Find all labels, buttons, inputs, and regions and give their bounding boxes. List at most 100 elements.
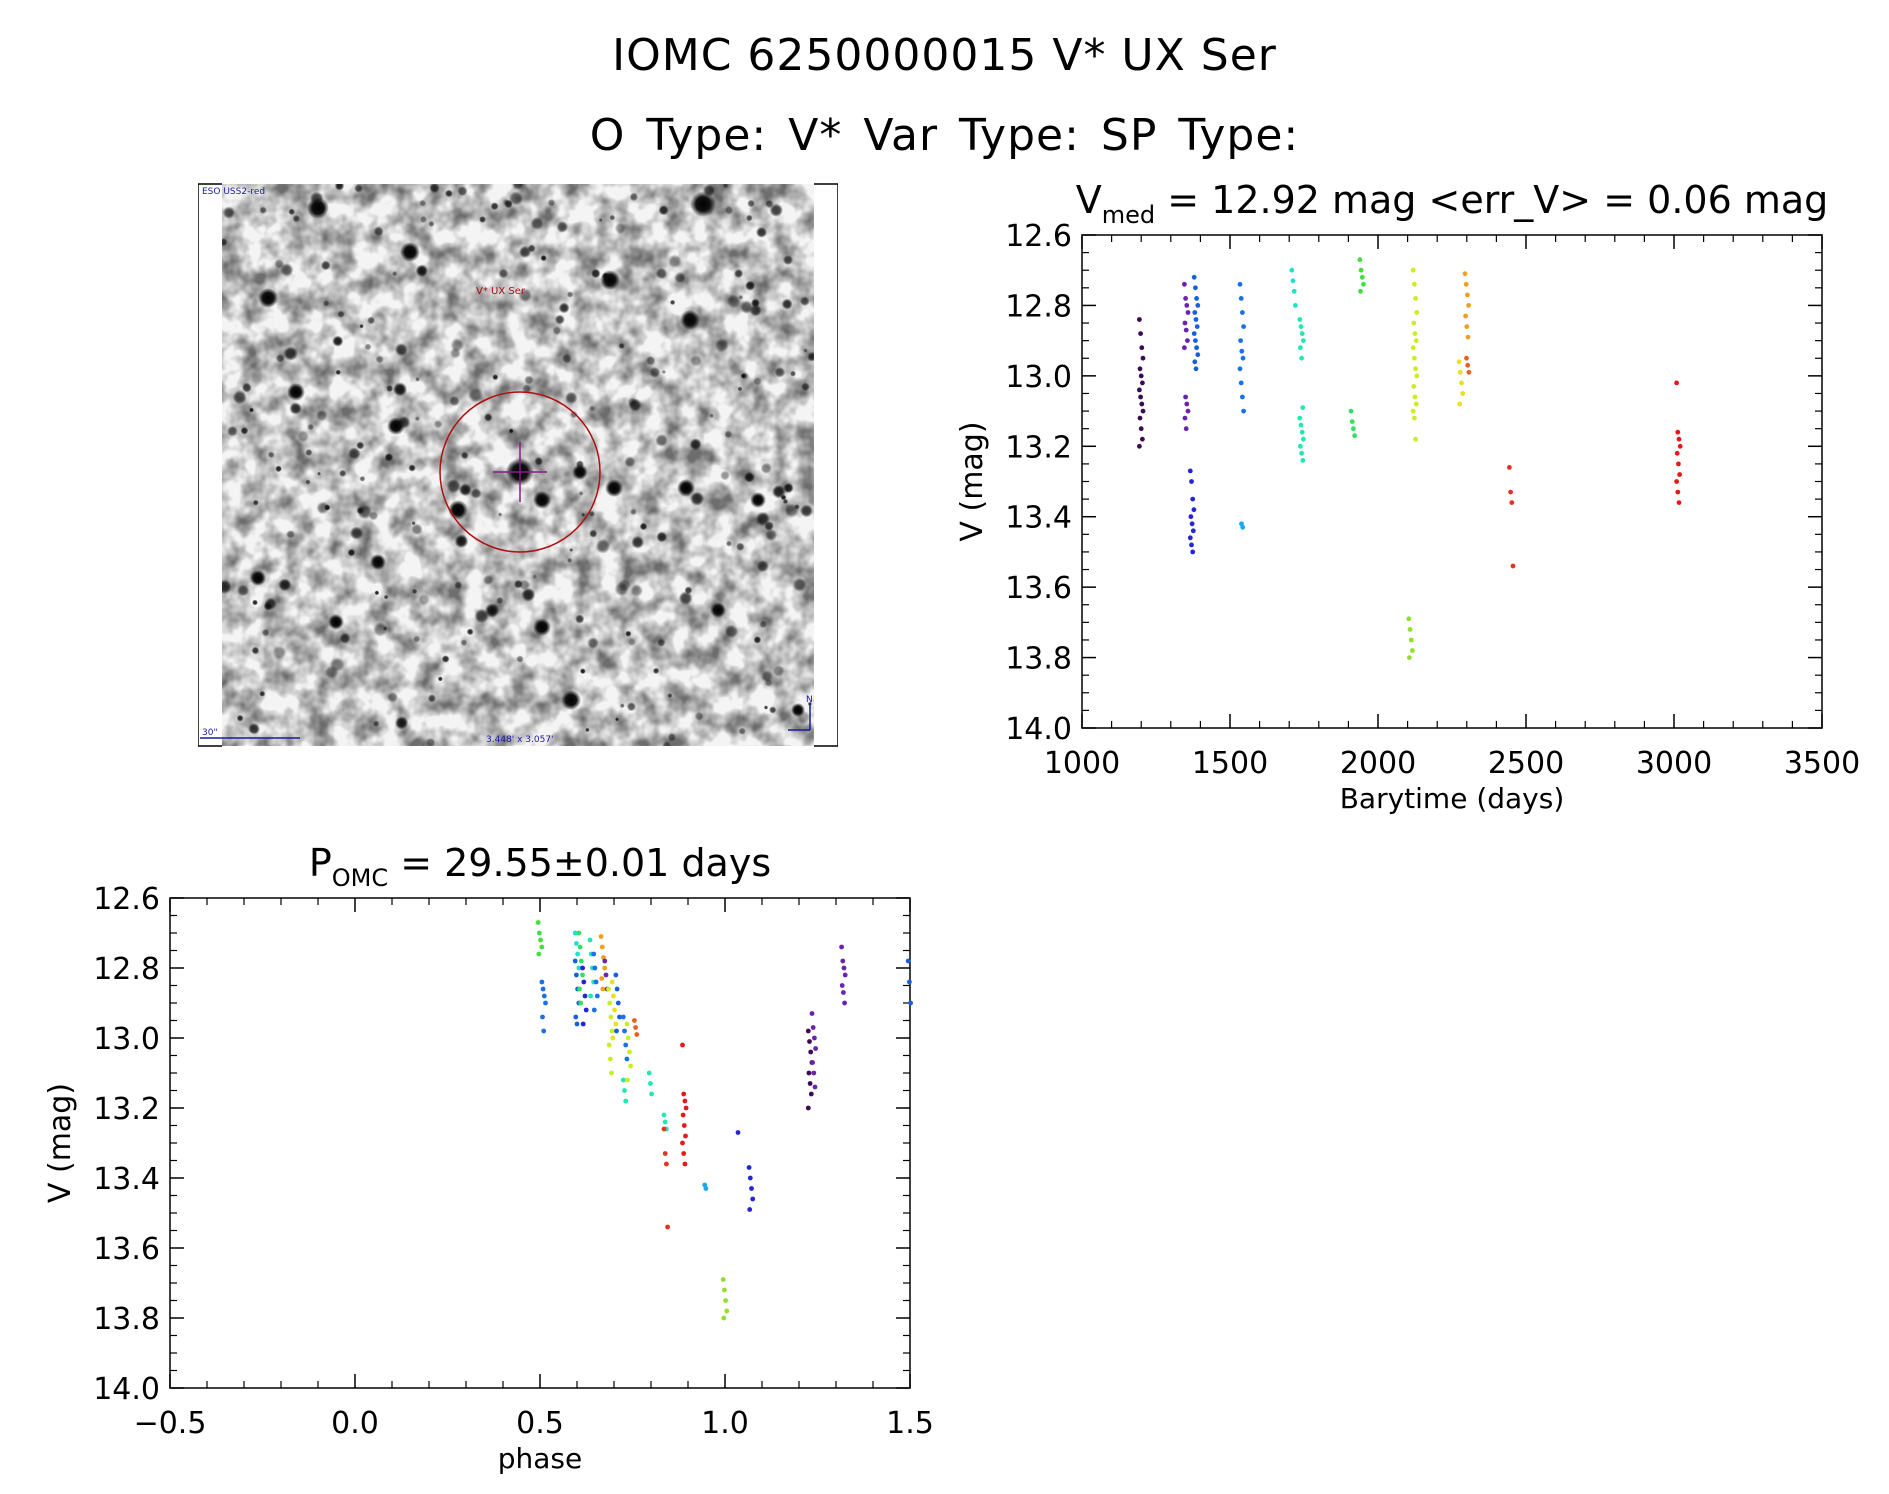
x-tick-label: −0.5 (134, 1406, 207, 1441)
data-point (608, 1014, 614, 1020)
star (524, 375, 534, 385)
star (354, 184, 363, 193)
star (222, 237, 228, 247)
data-point (1182, 345, 1187, 351)
star (413, 635, 421, 643)
data-point (1189, 542, 1194, 548)
data-point (540, 986, 546, 992)
data-point (539, 979, 545, 985)
star (605, 479, 623, 497)
data-point (1509, 500, 1515, 505)
data-point (1190, 496, 1196, 502)
data-point (1298, 443, 1303, 449)
data-point (1460, 391, 1466, 396)
data-point (540, 1014, 545, 1020)
star (359, 324, 364, 329)
data-point (1193, 317, 1199, 322)
data-point (622, 1028, 627, 1034)
data-point (683, 1133, 688, 1139)
star (367, 316, 376, 325)
data-point (1675, 489, 1681, 495)
data-point (1293, 303, 1298, 308)
data-point (1139, 401, 1145, 407)
star (619, 703, 625, 709)
x-tick-label: 2500 (1488, 746, 1564, 781)
data-point (580, 965, 585, 971)
data-point (1464, 355, 1469, 361)
data-point (1192, 359, 1198, 365)
data-point (1300, 405, 1306, 410)
star (347, 447, 361, 460)
star (774, 366, 786, 378)
star (387, 691, 399, 703)
data-point (1137, 415, 1143, 421)
star (567, 557, 573, 563)
data-point (625, 1035, 631, 1041)
star (373, 226, 384, 237)
star (772, 484, 786, 499)
data-point (1189, 521, 1195, 527)
data-point (1191, 507, 1197, 513)
star (581, 512, 586, 517)
data-point (634, 1032, 640, 1037)
data-point (1299, 355, 1304, 361)
data-point (625, 1077, 630, 1083)
data-point (609, 979, 615, 985)
star (745, 280, 755, 291)
data-point (1298, 324, 1304, 329)
star (415, 264, 429, 277)
target-label: V* UX Ser (476, 286, 526, 297)
star (602, 272, 610, 280)
data-point (1413, 401, 1419, 407)
data-point (649, 1091, 654, 1097)
data-point (807, 1039, 812, 1044)
data-point (594, 993, 600, 999)
data-point (1188, 514, 1194, 520)
data-point (1184, 401, 1190, 407)
data-point (587, 937, 593, 943)
y-tick-label: 13.6 (1005, 571, 1072, 606)
x-tick-label: 1.0 (701, 1406, 749, 1441)
data-point (807, 1081, 813, 1086)
data-point (607, 1056, 613, 1062)
star (433, 420, 443, 429)
data-point (1182, 415, 1188, 421)
data-point (598, 934, 604, 939)
star (483, 413, 493, 422)
star (669, 299, 676, 306)
star (649, 366, 661, 379)
star (339, 632, 351, 644)
star (232, 390, 247, 405)
star (772, 664, 785, 677)
data-point (1238, 296, 1244, 301)
star (737, 386, 743, 392)
data-point (841, 990, 846, 995)
x-tick-label: 0.5 (516, 1406, 564, 1441)
data-point (1457, 401, 1463, 407)
data-point (1195, 303, 1201, 308)
data-point (536, 951, 542, 957)
star (656, 638, 666, 647)
x-tick-label: 1000 (1044, 746, 1120, 781)
star (652, 667, 660, 674)
data-point (908, 1000, 913, 1006)
star (572, 464, 588, 480)
star (794, 504, 800, 510)
star (429, 184, 440, 194)
star (226, 425, 238, 437)
data-point (1462, 271, 1468, 277)
data-point (1140, 380, 1145, 386)
data-point (1464, 324, 1470, 329)
star (384, 453, 394, 462)
chart-title: Vmed = 12.92 mag <err_V> = 0.06 mag (1076, 178, 1829, 229)
star (457, 185, 468, 197)
star (349, 526, 364, 540)
data-point (581, 979, 587, 985)
star (736, 542, 745, 552)
data-point (1193, 366, 1199, 372)
star (749, 304, 762, 317)
star (753, 636, 762, 644)
data-point (582, 993, 588, 999)
star (375, 355, 384, 364)
